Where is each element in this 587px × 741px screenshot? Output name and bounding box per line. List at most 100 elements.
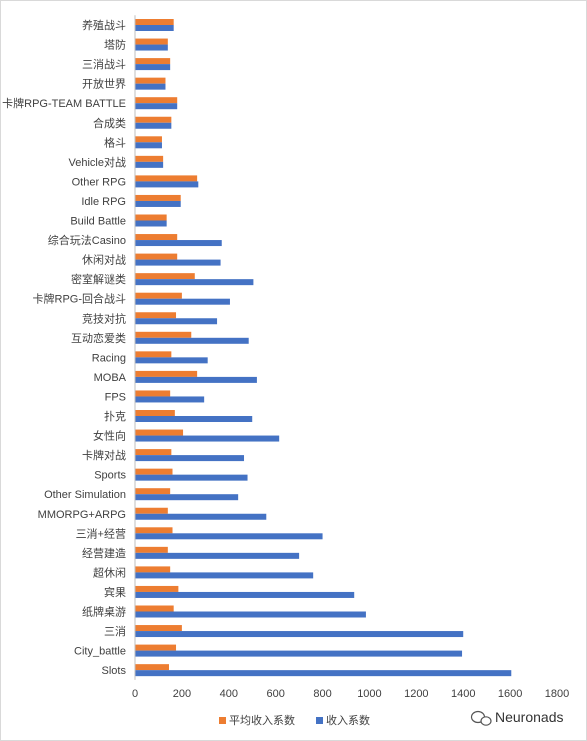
bar-income-coefficient (135, 318, 218, 325)
bar-avg-income-coefficient (135, 116, 172, 123)
category-label: 三消 (104, 624, 126, 638)
category-label: MOBA (94, 372, 127, 384)
bar-avg-income-coefficient (135, 566, 171, 573)
category-label: 休闲对战 (82, 253, 126, 267)
category-label: 综合玩法Casino (48, 233, 126, 247)
category-label: 经营建造 (82, 546, 126, 560)
bar-avg-income-coefficient (135, 58, 171, 65)
category-label: City_battle (74, 646, 126, 658)
category-label: FPS (105, 391, 126, 403)
x-tick-label: 1600 (498, 688, 522, 700)
bar-avg-income-coefficient (135, 625, 182, 632)
bar-income-coefficient (135, 83, 166, 90)
bar-avg-income-coefficient (135, 644, 177, 651)
bar-income-coefficient (135, 591, 355, 598)
legend: 平均收入系数 收入系数 (219, 713, 370, 727)
category-label: 超休闲 (93, 565, 126, 579)
bar-avg-income-coefficient (135, 292, 182, 299)
bar-income-coefficient (135, 474, 248, 481)
category-label: 三消+经营 (76, 526, 126, 540)
watermark: Neuronads (470, 709, 564, 726)
x-tick-labels: 0 200 400 600 800 1000 1200 1400 1600 1800 (132, 688, 569, 700)
bar-income-coefficient (135, 122, 172, 129)
category-label: Slots (102, 665, 127, 677)
category-label: Build Battle (70, 216, 126, 228)
bar-income-coefficient (135, 611, 366, 618)
category-label: 密室解谜类 (71, 272, 126, 286)
category-label: 卡牌对战 (82, 448, 126, 462)
category-label: Other Simulation (44, 489, 126, 501)
bar-avg-income-coefficient (135, 527, 173, 534)
bar-avg-income-coefficient (135, 410, 175, 416)
bar-income-coefficient (135, 631, 464, 638)
bar-income-coefficient (135, 25, 174, 31)
bar-avg-income-coefficient (135, 194, 181, 201)
bar-income-coefficient (135, 533, 323, 540)
category-label: Idle RPG (81, 196, 126, 208)
bar-income-coefficient (135, 357, 208, 364)
bar-income-coefficient (135, 44, 168, 51)
bar-avg-income-coefficient (135, 605, 174, 612)
bar-avg-income-coefficient (135, 253, 178, 260)
bar-avg-income-coefficient (135, 97, 178, 104)
watermark-text: Neuronads (495, 709, 564, 725)
bar-income-coefficient (135, 103, 178, 110)
bar-income-coefficient (135, 494, 239, 501)
category-label: 竞技对抗 (82, 311, 126, 325)
bar-avg-income-coefficient (135, 312, 177, 319)
bar-income-coefficient (135, 64, 171, 71)
bar-avg-income-coefficient (135, 429, 184, 436)
bar-avg-income-coefficient (135, 175, 198, 182)
bar-income-coefficient (135, 572, 314, 579)
category-label: 互动恋爱类 (71, 331, 126, 345)
bar-avg-income-coefficient (135, 19, 174, 25)
bar-income-coefficient (135, 279, 254, 286)
bar-avg-income-coefficient (135, 468, 173, 475)
bar-avg-income-coefficient (135, 234, 178, 241)
bar-avg-income-coefficient (135, 488, 171, 495)
category-label: MMORPG+ARPG (38, 509, 126, 521)
x-tick-label: 600 (266, 688, 284, 700)
bar-income-coefficient (135, 259, 221, 266)
bar-income-coefficient (135, 513, 267, 520)
bar-avg-income-coefficient (135, 77, 166, 84)
legend-swatch-income (316, 717, 323, 724)
category-label: 扑克 (104, 409, 126, 423)
bar-avg-income-coefficient (135, 331, 192, 338)
x-tick-label: 1000 (357, 688, 381, 700)
bar-income-coefficient (135, 435, 280, 442)
x-tick-label: 0 (132, 688, 138, 700)
x-tick-label: 1400 (451, 688, 475, 700)
category-label: 开放世界 (82, 77, 126, 91)
bar-income-coefficient (135, 200, 181, 207)
bar-income-coefficient (135, 650, 463, 657)
x-tick-label: 1800 (545, 688, 569, 700)
category-label: 养殖战斗 (82, 18, 126, 32)
category-label: 合成类 (93, 116, 126, 130)
bar-avg-income-coefficient (135, 664, 169, 671)
bar-income-coefficient (135, 337, 249, 344)
bar-avg-income-coefficient (135, 370, 198, 377)
bar-income-coefficient (135, 298, 230, 305)
bar-income-coefficient (135, 455, 245, 462)
category-label: 女性向 (93, 429, 126, 443)
category-label: 纸牌桌游 (82, 605, 126, 619)
x-tick-label: 400 (220, 688, 238, 700)
bar-income-coefficient (135, 161, 164, 168)
bar-income-coefficient (135, 181, 199, 188)
bar-avg-income-coefficient (135, 390, 171, 397)
category-label: Other RPG (72, 176, 126, 188)
x-tick-label: 800 (313, 688, 331, 700)
bar-income-coefficient (135, 376, 257, 383)
bar-avg-income-coefficient (135, 38, 168, 45)
category-label: Racing (92, 352, 126, 364)
bar-avg-income-coefficient (135, 155, 164, 162)
bar-avg-income-coefficient (135, 273, 195, 280)
bars (135, 19, 512, 677)
category-label: 卡牌RPG-回合战斗 (33, 292, 127, 306)
category-label: 格斗 (104, 135, 126, 149)
bar-income-coefficient (135, 396, 205, 403)
bar-income-coefficient (135, 240, 222, 247)
